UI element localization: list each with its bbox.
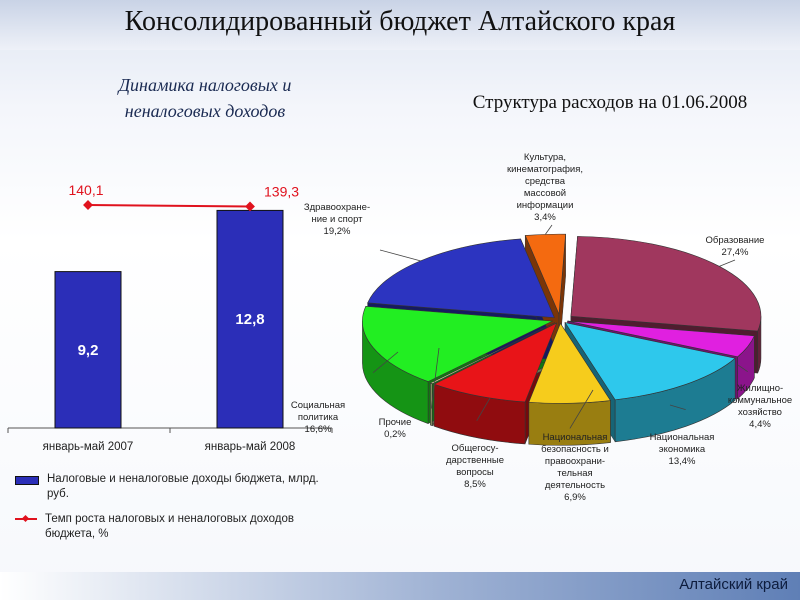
bar-value-label-0: 9,2	[78, 342, 99, 359]
pie-label-3: Национальная безопасность и правоохрани-те…	[520, 432, 630, 504]
bar-value-label-1: 12,8	[235, 311, 264, 328]
pie-label-line: Общегосу-	[451, 443, 499, 454]
pie-label-line: тельная	[557, 468, 593, 479]
pie-slice-1	[567, 320, 755, 358]
growth-label-1: 139,3	[264, 183, 299, 199]
bar-chart-title: Динамика налоговых и неналоговых доходов	[118, 75, 292, 121]
pie-label-line: деятельность	[544, 480, 606, 491]
pie-label-line: Прочие	[378, 417, 412, 428]
pie-label-8: Культура, кинематография, средства массовой…	[490, 152, 600, 224]
pie-label-line: 16,6%	[304, 424, 332, 435]
pie-label-line: Национальная	[542, 432, 608, 443]
pie-slice-5	[429, 322, 555, 385]
pie-label-line: средства	[525, 176, 565, 187]
bar-chart-legend: Налоговые и неналоговые доходы бюджета, …	[15, 472, 335, 552]
pie-leader-7	[379, 249, 421, 262]
pie-label-line: Социальная	[290, 400, 346, 411]
pie-label-1: Жилищно-коммунальное хозяйство 4,4%	[705, 383, 800, 431]
pie-label-4: Общегосу-дарственные вопросы 8,5%	[420, 443, 530, 491]
pie-label-line: Здравоохране-	[303, 202, 371, 213]
pie-leader-3	[569, 389, 594, 429]
pie-label-line: экономика	[658, 444, 706, 455]
pie-label-line: вопросы	[456, 467, 494, 478]
pie-label-line: 0,2%	[384, 429, 406, 440]
bar-0	[54, 271, 122, 429]
growth-line	[87, 204, 251, 208]
pie-leader-8	[545, 224, 553, 235]
pie-leader-1	[737, 364, 748, 373]
legend-item-growth: Темп роста налоговых и неналоговых доход…	[15, 512, 335, 542]
pie-label-line: массовой	[523, 188, 567, 199]
pie-label-line: Национальная	[649, 432, 715, 443]
pie-label-line: Культура,	[523, 152, 567, 163]
pie-label-6: Социальная политика 16,6%	[263, 400, 373, 436]
pie-label-5: Прочие 0,2%	[340, 417, 450, 441]
pie-svg	[362, 224, 762, 446]
pie-label-line: ние и спорт	[311, 214, 363, 225]
pie-label-line: дарственные	[445, 455, 505, 466]
pie-chart-title: Структура расходов на 01.06.2008	[472, 92, 748, 113]
pie-label-7: Здравоохране-ние и спорт 19,2%	[282, 202, 392, 238]
pie-label-line: 6,9%	[564, 492, 586, 503]
pie-label-line: информации	[516, 200, 574, 211]
pie-slice-0	[570, 236, 762, 332]
legend-line-label: Темп роста налоговых и неналоговых доход…	[45, 513, 294, 540]
pie-leader-4	[476, 397, 491, 422]
pie-leader-5	[430, 347, 440, 409]
pie-leader-6	[372, 351, 399, 373]
legend-bar-swatch	[15, 476, 39, 485]
x-tick-label-0: январь-май 2007	[43, 441, 134, 453]
page-title: Консолидированный бюджет Алтайского края	[124, 6, 676, 37]
pie-label-line: Образование	[705, 235, 765, 246]
pie-label-line: 4,4%	[749, 419, 771, 430]
legend-item-revenue: Налоговые и неналоговые доходы бюджета, …	[15, 472, 335, 502]
x-tick-label-1: январь-май 2008	[205, 441, 296, 453]
footer-band	[0, 572, 800, 600]
growth-point-0	[83, 200, 93, 210]
pie-label-line: коммунальное	[727, 395, 793, 406]
pie-label-0: Образование 27,4%	[680, 235, 790, 259]
pie-label-line: 19,2%	[323, 226, 351, 237]
revenue-bar-chart: 9,2 январь-май 2007 12,8 январь-май 2008 140…	[7, 182, 333, 453]
pie-label-line: кинематография,	[506, 164, 584, 175]
legend-bar-label: Налоговые и неналоговые доходы бюджета, …	[47, 473, 319, 500]
pie-leader-2	[669, 404, 686, 410]
pie-label-line: политика	[297, 412, 339, 423]
pie-slice-4	[433, 322, 558, 403]
pie-label-line: 27,4%	[721, 247, 749, 258]
pie-label-line: хозяйство	[738, 407, 782, 418]
bar-1	[216, 209, 284, 429]
pie-slice-6	[362, 306, 554, 382]
pie-label-line: безопасность и	[541, 444, 609, 455]
footer-brand: Алтайский край	[679, 576, 788, 593]
growth-point-1	[245, 201, 255, 212]
pie-slice-2	[564, 322, 736, 401]
pie-label-line: 13,4%	[668, 456, 696, 467]
pie-label-line: правоохрани-	[544, 456, 606, 467]
legend-line-swatch	[15, 514, 37, 524]
expenditure-pie-chart: Образование 27,4% Жилищно-коммунальное хозя…	[291, 140, 800, 520]
pie-label-2: Национальная экономика 13,4%	[627, 432, 737, 468]
growth-label-0: 140,1	[68, 182, 103, 198]
pie-slice-3	[528, 322, 611, 404]
pie-label-line: Жилищно-	[736, 383, 784, 394]
pie-leader-0	[719, 259, 736, 267]
pie-label-line: 3,4%	[534, 212, 556, 223]
pie-label-line: 8,5%	[464, 479, 486, 490]
title-band	[0, 0, 800, 50]
